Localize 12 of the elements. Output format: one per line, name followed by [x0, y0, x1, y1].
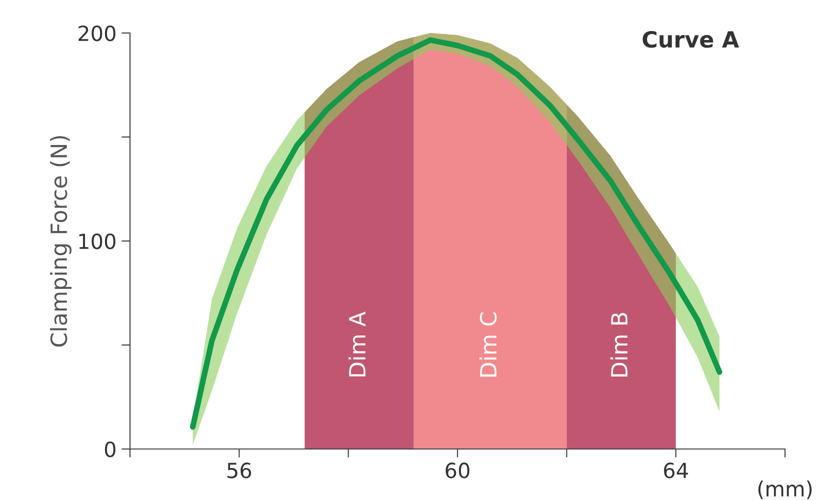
band-label: Dim A — [348, 312, 366, 376]
x-axis-title: (mm) — [758, 480, 812, 500]
x-tick-label: 60 — [446, 462, 470, 478]
y-tick-label: 0 — [104, 441, 116, 458]
band-label: Dim B — [610, 312, 628, 376]
x-tick-label: 56 — [228, 462, 252, 478]
band-label: Dim C — [479, 312, 497, 377]
x-tick-label: 64 — [664, 462, 688, 478]
y-tick-label: 100 — [79, 233, 116, 250]
y-axis-title: Clamping Force (N) — [50, 136, 72, 347]
y-tick-label: 200 — [78, 25, 116, 42]
chart-title: Curve A — [642, 30, 740, 48]
